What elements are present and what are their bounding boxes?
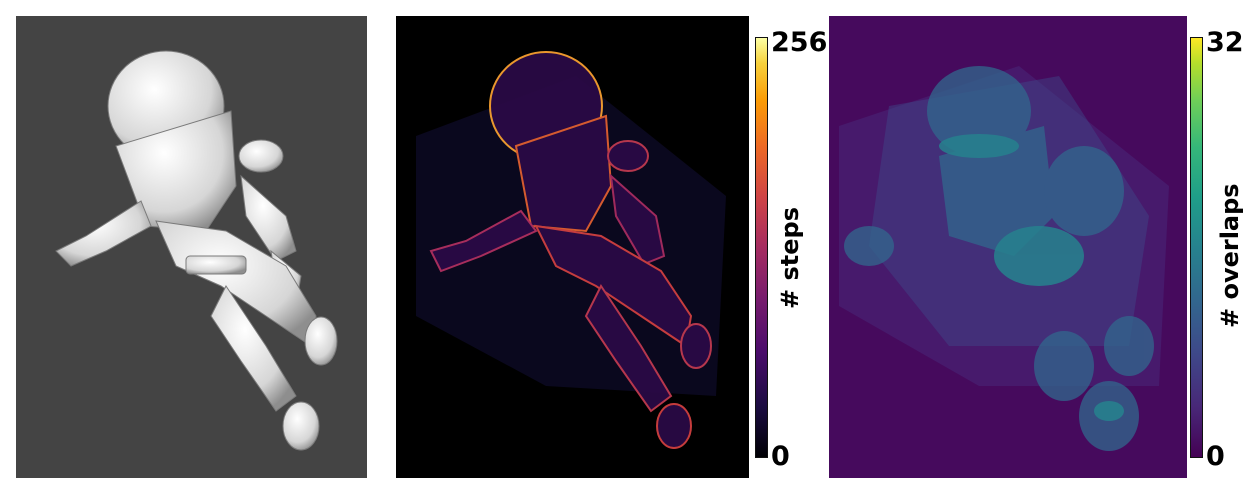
steps-colorbar [755,37,768,458]
steps-colorbar-max: 256 [771,27,828,58]
steps-colorbar-label: # steps [776,207,804,309]
astronaut-shaded-image [55,50,338,451]
steps-heatmap-image [416,51,726,449]
overlaps-colorbar-max: 32 [1206,27,1244,58]
overlaps-colorbar-min: 0 [1206,441,1225,472]
steps-heatmap-panel [396,16,749,478]
overlaps-colorbar [1190,37,1203,458]
overlaps-heatmap-image [839,66,1169,451]
overlaps-heatmap-panel [829,16,1187,478]
overlaps-colorbar-label: # overlaps [1216,183,1244,328]
steps-colorbar-min: 0 [771,441,790,472]
shaded-render-panel [16,16,367,478]
